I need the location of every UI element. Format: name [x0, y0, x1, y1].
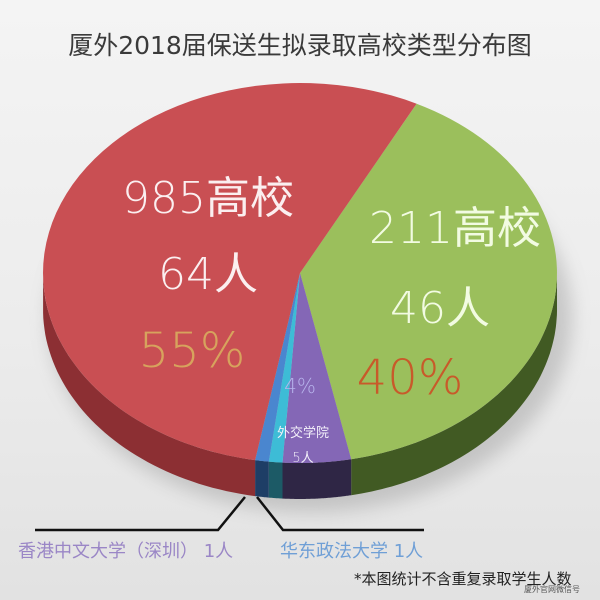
- slice-cuhk-side: [255, 460, 269, 498]
- pie-sides: [43, 275, 557, 499]
- label-211-count: 46人: [390, 283, 490, 334]
- slice-985: [43, 83, 417, 461]
- leader-line-cuhk: [35, 496, 246, 532]
- label-211-percent: 40%: [356, 350, 464, 406]
- label-ecupl: 华东政法大学 1人: [280, 541, 424, 562]
- label-waijiao-count: 5人: [292, 451, 314, 466]
- label-waijiao-percent: 4%: [284, 374, 316, 398]
- label-cuhk-shenzhen: 香港中文大学（深圳） 1人: [18, 541, 234, 562]
- leader-line-ecupl: [256, 496, 424, 532]
- chart-title: 厦外2018届保送生拟录取高校类型分布图: [68, 31, 532, 60]
- slice-985-side: [43, 276, 256, 497]
- footnote: *本图统计不含重复录取学生人数: [354, 570, 572, 588]
- label-985-percent: 55%: [138, 323, 246, 379]
- slice-cuhk: [255, 273, 300, 462]
- slice-211: [300, 103, 557, 460]
- label-waijiao-name: 外交学院: [276, 426, 329, 441]
- slice-ecupl-side: [268, 461, 283, 499]
- slice-waijiao-side: [282, 459, 352, 499]
- slice-waijiao: [282, 273, 352, 464]
- pie-slices: [43, 83, 557, 464]
- label-211-name: 211高校: [369, 203, 541, 254]
- label-985-count: 64人: [158, 249, 258, 300]
- label-985-name: 985高校: [122, 173, 294, 224]
- watermark: 厦外官网微信号: [524, 585, 580, 594]
- slice-ecupl: [268, 273, 300, 463]
- slice-211-side: [351, 275, 557, 496]
